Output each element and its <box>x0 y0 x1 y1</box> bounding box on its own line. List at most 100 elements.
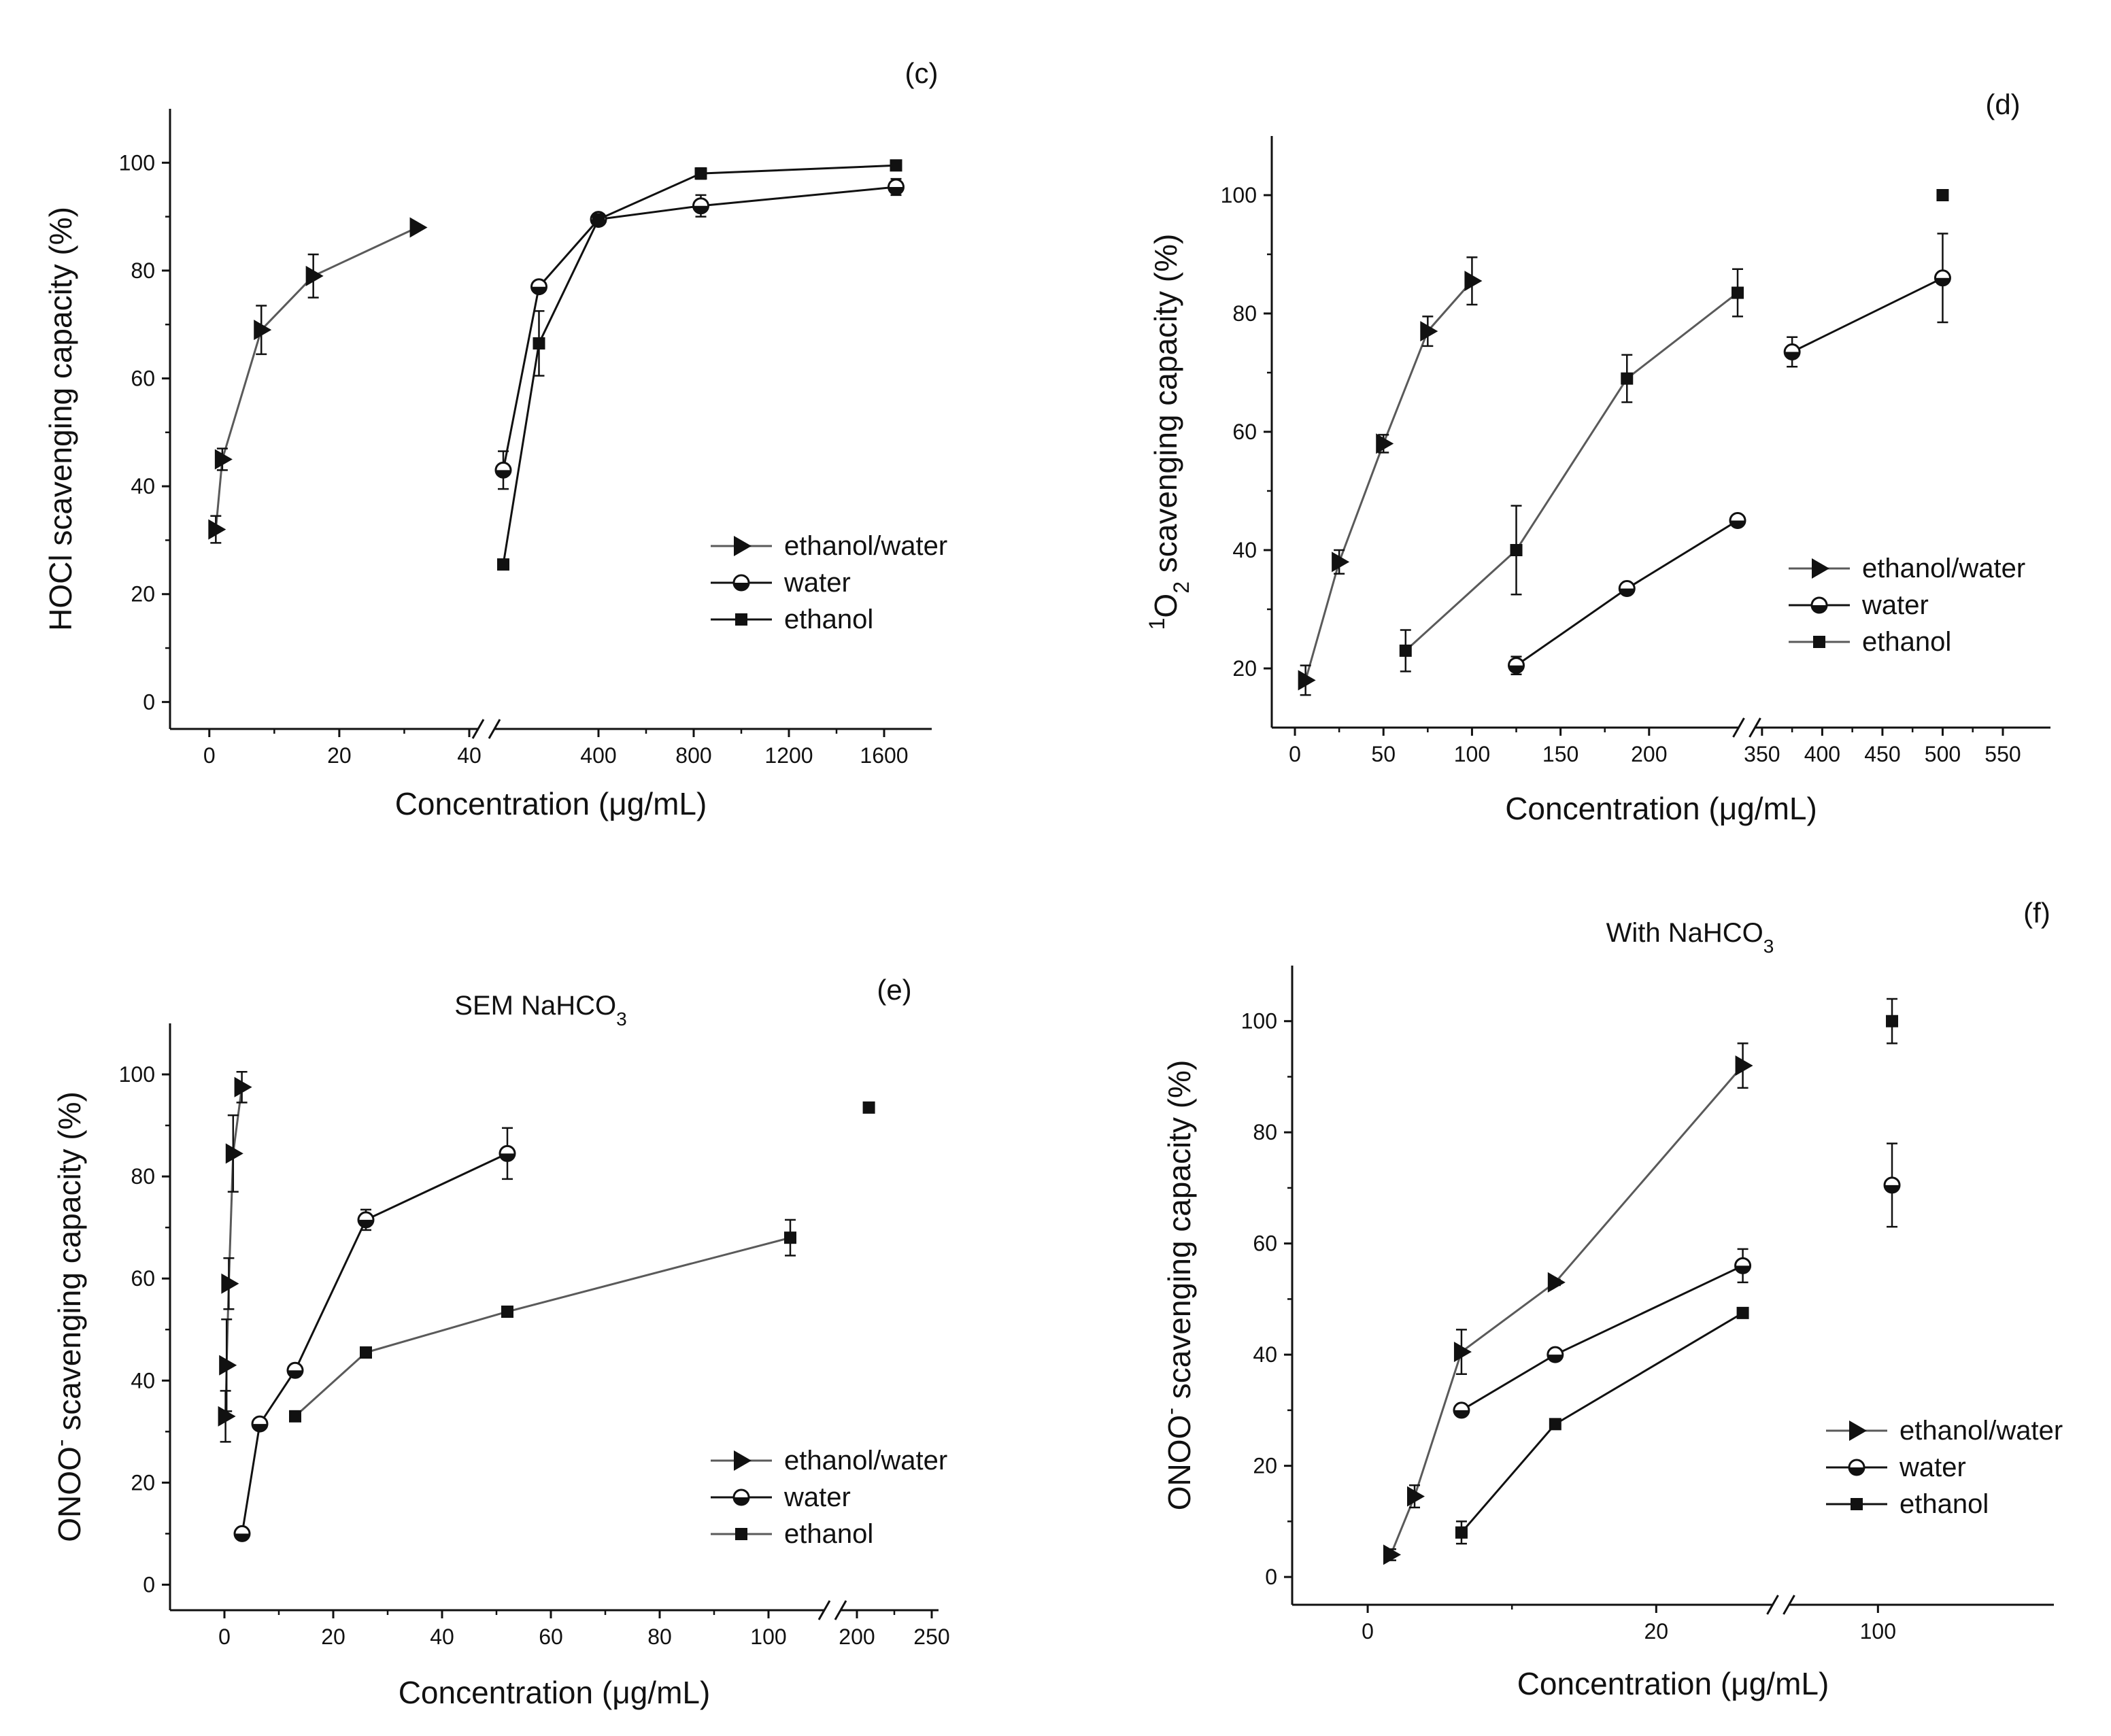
legend-marker <box>734 536 751 556</box>
panel-label: (c) <box>905 57 939 89</box>
chart-c: 0 20 40 60 80 100 0 20 40 400 800 1200 1600 Concentra… <box>43 57 947 821</box>
data-point <box>1455 1526 1468 1539</box>
data-point <box>1783 343 1801 361</box>
y-axis-label: 1O2 scavenging capacity (%) <box>1145 234 1194 630</box>
y-tick-label: 40 <box>1232 538 1257 562</box>
panel-label: (f) <box>2023 897 2050 929</box>
y-tick-label: 80 <box>1253 1120 1277 1144</box>
x-tick-label: 250 <box>913 1624 949 1649</box>
x-tick-label: 350 <box>1744 742 1780 766</box>
series-ethanol <box>1886 998 1899 1044</box>
legend-label: ethanol/water <box>784 531 947 561</box>
legend-label: ethanol/water <box>1899 1416 2063 1446</box>
legend-marker <box>732 1488 750 1506</box>
series-line <box>502 186 896 471</box>
series-ethanol <box>1399 268 1744 673</box>
data-point <box>1298 670 1316 691</box>
data-point <box>694 167 707 180</box>
x-tick-label: 800 <box>675 743 711 768</box>
x-tick-label: 0 <box>218 1624 231 1649</box>
x-tick-label: 0 <box>1362 1619 1374 1644</box>
x-tick-label: 150 <box>1542 742 1578 766</box>
legend-marker <box>734 1450 751 1471</box>
data-point <box>692 197 709 215</box>
data-point <box>1883 1176 1901 1194</box>
legend-marker <box>1812 558 1829 579</box>
x-tick-label: 0 <box>1289 742 1301 766</box>
x-tick-label: 0 <box>203 743 216 768</box>
chart-title: With NaHCO3 <box>1606 918 1774 957</box>
data-point <box>1420 321 1438 342</box>
axis-break-mark <box>817 1600 831 1620</box>
x-tick-label: 400 <box>1804 742 1840 766</box>
y-tick-label: 0 <box>143 690 155 714</box>
data-point <box>1621 372 1634 385</box>
series-ethanol <box>497 159 902 571</box>
data-point <box>890 159 902 172</box>
axis-break-mark <box>488 719 501 739</box>
x-axis-label: Concentration (μg/mL) <box>395 786 707 821</box>
panel-label: (e) <box>877 974 911 1006</box>
x-axis-label: Concentration (μg/mL) <box>1517 1666 1829 1701</box>
panel-label: (d) <box>1985 88 2020 120</box>
data-point <box>251 1415 269 1433</box>
legend-label: water <box>783 1482 851 1512</box>
data-point <box>1547 1346 1564 1363</box>
data-point <box>1933 269 1951 287</box>
data-point <box>286 1361 304 1379</box>
y-tick-label: 0 <box>143 1572 155 1597</box>
data-point <box>289 1410 301 1423</box>
y-tick-label: 20 <box>131 1470 155 1495</box>
legend-label: ethanol <box>1862 627 1951 657</box>
y-tick-label: 60 <box>131 367 155 391</box>
axis-break-mark <box>1749 717 1761 738</box>
chart-f: 0 20 40 60 80 100 0 20 100 Concentration (μg/mL) O… <box>1158 897 2063 1701</box>
legend-marker <box>1849 1420 1867 1441</box>
data-point <box>1407 1486 1425 1507</box>
series-line <box>1460 1312 1744 1533</box>
legend-label: ethanol <box>784 1519 873 1549</box>
y-tick-label: 20 <box>1232 656 1257 681</box>
axis-break-mark <box>834 1600 847 1620</box>
x-tick-label: 50 <box>1371 742 1396 766</box>
series-line <box>1404 292 1738 652</box>
data-point <box>360 1346 372 1359</box>
legend-marker <box>735 613 747 626</box>
y-tick-label: 40 <box>131 1368 155 1393</box>
legend-label: ethanol/water <box>1862 554 2025 583</box>
data-point <box>1732 286 1744 299</box>
y-tick-label: 40 <box>131 474 155 498</box>
y-tick-label: 100 <box>119 150 155 175</box>
data-point <box>592 213 605 226</box>
data-point <box>305 265 324 286</box>
data-point <box>357 1211 375 1229</box>
legend-label: water <box>1899 1452 1966 1482</box>
x-tick-label: 80 <box>647 1624 672 1649</box>
data-point <box>1735 1055 1753 1076</box>
legend-marker <box>732 574 750 592</box>
series-ethanol <box>1455 1306 1749 1545</box>
y-tick-label: 100 <box>1241 1009 1277 1034</box>
series-water <box>1783 233 1951 368</box>
data-point <box>499 1144 516 1162</box>
y-tick-label: 60 <box>1253 1231 1277 1256</box>
series-ethanol <box>1936 189 1949 201</box>
x-tick-label: 400 <box>580 743 616 768</box>
series-water <box>1883 1142 1901 1228</box>
data-point <box>1549 1418 1561 1431</box>
x-axis-label: Concentration (μg/mL) <box>1505 791 1817 826</box>
data-point <box>221 1273 239 1294</box>
data-point <box>1886 1015 1899 1027</box>
data-point <box>409 217 428 238</box>
x-tick-label: 20 <box>1644 1619 1669 1644</box>
data-point <box>1734 1257 1752 1274</box>
y-tick-label: 60 <box>131 1266 155 1291</box>
data-point <box>1453 1401 1470 1419</box>
data-point <box>233 1525 251 1542</box>
chart-d: 20 40 60 80 100 0 50 100 150 200 350 400 450 500 550 Co… <box>1145 88 2050 826</box>
series-water <box>1453 1248 1752 1419</box>
data-point <box>219 1355 237 1376</box>
x-tick-label: 450 <box>1864 742 1900 766</box>
data-point <box>225 1143 243 1164</box>
data-point <box>784 1231 796 1244</box>
